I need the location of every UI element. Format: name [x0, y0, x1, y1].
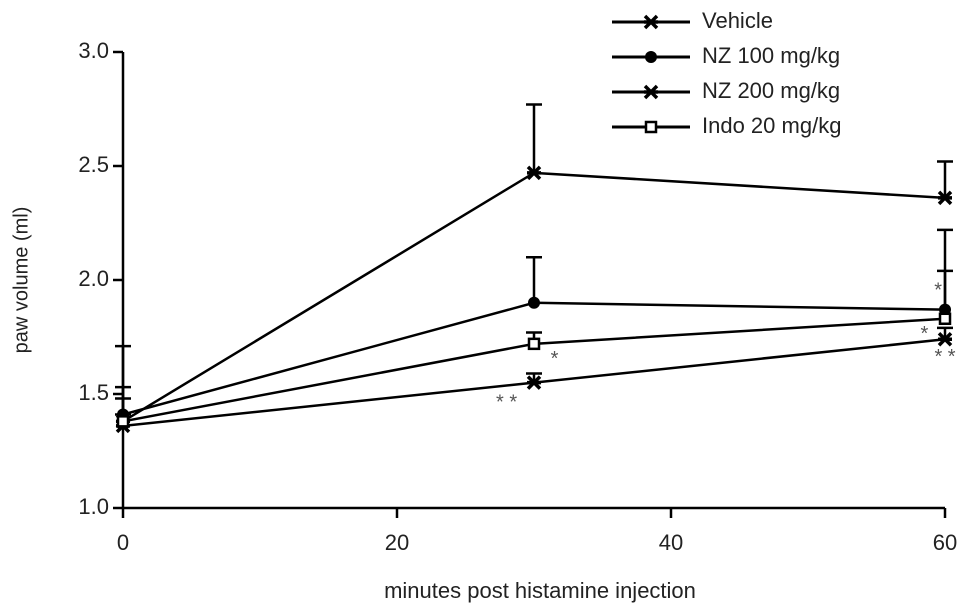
error-bar [526, 103, 542, 173]
data-point [528, 296, 540, 309]
annotation: * [921, 323, 929, 345]
legend-label: Vehicle [702, 8, 773, 33]
x-tick-label: 0 [117, 530, 129, 555]
annotation: * * [934, 346, 955, 368]
annotation: * [551, 348, 559, 370]
x-tick-label: 40 [659, 530, 683, 555]
legend-marker [643, 14, 659, 30]
x-tick-label: 20 [385, 530, 409, 555]
legend-label: NZ 100 mg/kg [702, 43, 840, 68]
y-tick-label: 2.0 [78, 266, 109, 291]
data-point [937, 190, 953, 206]
legend-label: NZ 200 mg/kg [702, 78, 840, 103]
error-bar [526, 255, 542, 303]
data-point [527, 337, 541, 351]
error-bar [937, 160, 953, 198]
y-axis-label: paw volume (ml) [10, 207, 32, 354]
legend-marker [643, 84, 659, 100]
y-tick-label: 3.0 [78, 38, 109, 63]
legend-marker [645, 51, 657, 63]
x-axis-label: minutes post histamine injection [384, 578, 696, 603]
legend-marker [644, 120, 658, 134]
data-point [938, 312, 952, 326]
error-bar [937, 269, 953, 319]
data-point [116, 415, 130, 428]
data-point [526, 165, 542, 181]
annotation: * [934, 280, 942, 302]
data-point [937, 332, 953, 347]
legend-label: Indo 20 mg/kg [702, 113, 841, 138]
x-tick-label: 60 [933, 530, 957, 555]
y-tick-label: 1.5 [78, 380, 109, 405]
data-point [526, 375, 542, 390]
y-tick-label: 2.5 [78, 152, 109, 177]
annotation: * * [496, 391, 517, 413]
y-tick-label: 1.0 [78, 494, 109, 519]
